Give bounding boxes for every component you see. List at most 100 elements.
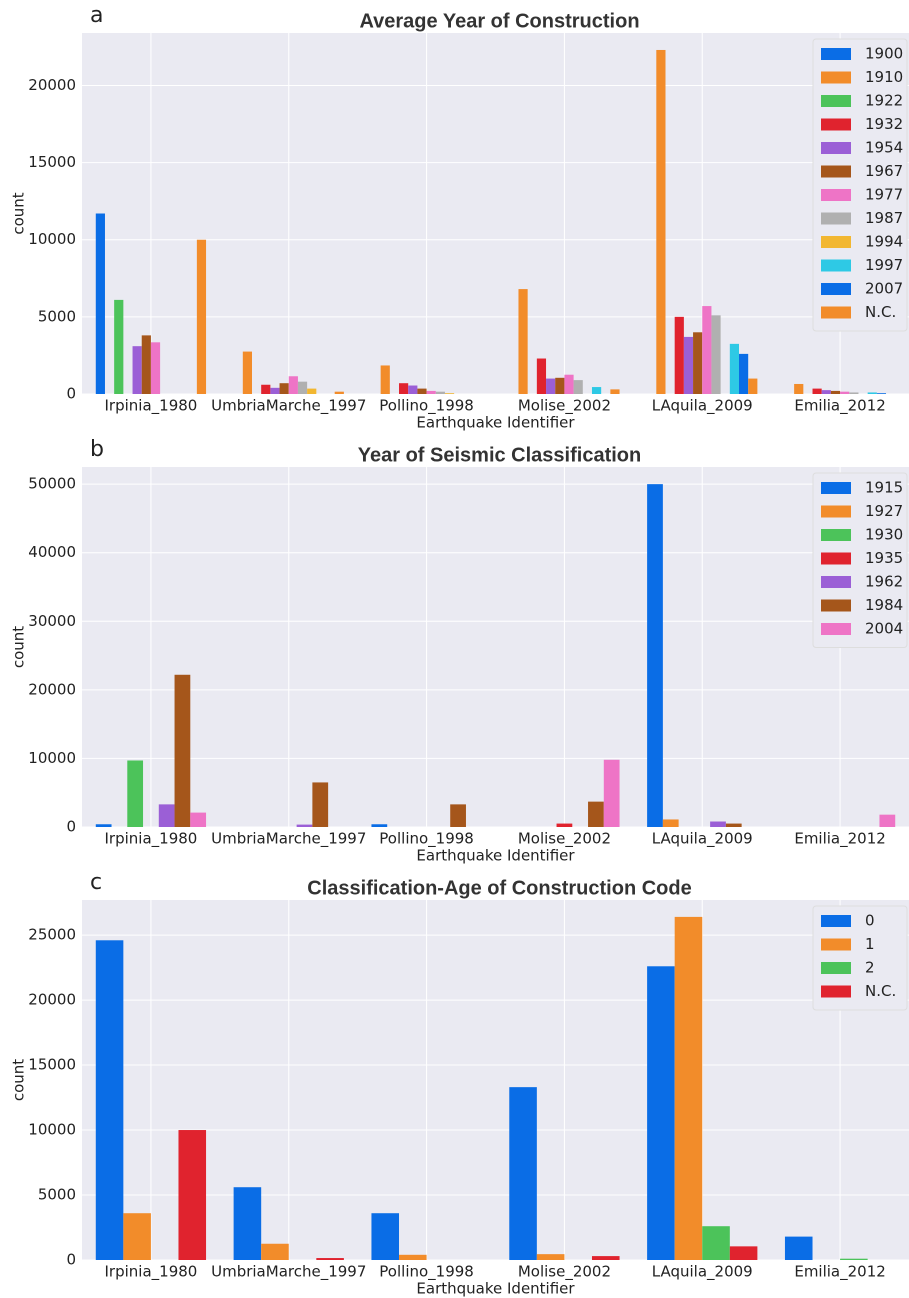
chart-title: Average Year of Construction	[359, 10, 639, 32]
legend-swatch	[821, 529, 851, 541]
y-tick-label: 30000	[28, 612, 76, 630]
bar	[840, 1258, 868, 1260]
bar	[408, 385, 418, 394]
y-tick-label: 25000	[28, 926, 76, 944]
legend-swatch	[821, 962, 851, 974]
bar	[840, 391, 850, 394]
legend-label: N.C.	[865, 303, 896, 321]
bar	[794, 383, 804, 394]
y-tick-label: 20000	[28, 680, 76, 698]
bar	[739, 353, 749, 394]
x-tick-label: Irpinia_1980	[105, 1263, 198, 1282]
x-tick-label: Emilia_2012	[794, 830, 885, 849]
legend-swatch	[821, 283, 851, 295]
bar	[307, 388, 317, 394]
legend-label: 2007	[865, 280, 903, 298]
chart-title: Classification-Age of Construction Code	[307, 877, 691, 899]
bar	[316, 1258, 344, 1260]
bar	[830, 390, 841, 394]
bar	[141, 335, 151, 394]
bar	[509, 1087, 537, 1260]
bar	[693, 332, 703, 394]
legend-label: 1932	[865, 115, 903, 133]
legend-swatch	[821, 259, 851, 272]
legend-label: 1997	[865, 256, 903, 274]
legend-box	[812, 38, 908, 332]
bar	[95, 213, 105, 394]
x-tick-label: Molise_2002	[518, 1263, 611, 1282]
legend-swatch	[821, 212, 851, 225]
bar	[710, 821, 726, 827]
bar	[196, 239, 207, 394]
x-tick-label: UmbriaMarche_1997	[211, 830, 366, 849]
legend-swatch	[821, 623, 851, 635]
bar	[297, 381, 308, 394]
bar	[683, 336, 694, 394]
bar	[674, 316, 684, 394]
bar	[729, 343, 740, 394]
legend-label: 1994	[865, 233, 903, 251]
bar	[784, 1236, 813, 1260]
bar	[610, 389, 620, 394]
legend-label: 1910	[865, 68, 903, 86]
bar	[371, 1213, 400, 1260]
bar	[546, 378, 556, 394]
legend-swatch	[821, 189, 851, 201]
legend-swatch	[821, 985, 851, 998]
legend-swatch	[821, 118, 851, 131]
legend-swatch	[821, 142, 851, 154]
x-tick-label: Pollino_1998	[379, 397, 474, 416]
bar	[261, 1243, 289, 1260]
y-tick-label: 15000	[28, 153, 76, 171]
bar	[867, 392, 877, 394]
bar	[555, 377, 565, 394]
legend-label: 1962	[865, 573, 903, 591]
legend-label: 1927	[865, 502, 903, 520]
y-tick-label: 0	[66, 1251, 76, 1269]
bar	[662, 819, 679, 827]
bar	[312, 782, 329, 827]
legend-swatch	[821, 505, 851, 518]
y-axis-label: count	[10, 626, 28, 668]
bar	[150, 342, 161, 394]
bar	[729, 1246, 758, 1260]
panel-letter: c	[90, 870, 102, 895]
panel-letter: b	[90, 437, 104, 462]
x-tick-label: UmbriaMarche_1997	[211, 1263, 366, 1282]
y-tick-label: 15000	[28, 1056, 76, 1074]
bar	[748, 378, 758, 394]
bar	[371, 824, 388, 827]
bar	[399, 383, 409, 394]
bar	[588, 801, 604, 827]
y-axis-label: count	[10, 1059, 28, 1101]
y-tick-label: 40000	[28, 543, 76, 561]
x-axis-label: Earthquake Identifier	[416, 414, 575, 432]
bar	[242, 351, 252, 394]
bar	[178, 1130, 207, 1260]
legend-swatch	[821, 482, 851, 494]
y-tick-label: 10000	[28, 749, 76, 767]
bar	[158, 804, 175, 827]
y-tick-label: 10000	[28, 1121, 76, 1139]
bar	[725, 823, 742, 827]
x-tick-label: Irpinia_1980	[105, 397, 198, 416]
plot-background	[82, 900, 909, 1260]
x-axis-label: Earthquake Identifier	[416, 1280, 575, 1298]
x-tick-label: Molise_2002	[518, 397, 611, 416]
bar	[518, 289, 528, 394]
legend-label: N.C.	[865, 982, 896, 1000]
x-tick-label: Molise_2002	[518, 830, 611, 849]
bar	[450, 804, 466, 827]
legend-swatch	[821, 552, 851, 565]
bar	[190, 812, 207, 827]
y-tick-label: 0	[66, 818, 76, 836]
legend-swatch	[821, 306, 851, 319]
bar	[603, 759, 620, 827]
y-tick-label: 10000	[28, 230, 76, 248]
x-tick-label: Emilia_2012	[794, 397, 885, 416]
bar	[674, 916, 703, 1260]
x-tick-label: LAquila_2009	[652, 397, 753, 416]
bar	[399, 1254, 427, 1260]
bar	[656, 49, 666, 394]
bar	[444, 393, 455, 394]
